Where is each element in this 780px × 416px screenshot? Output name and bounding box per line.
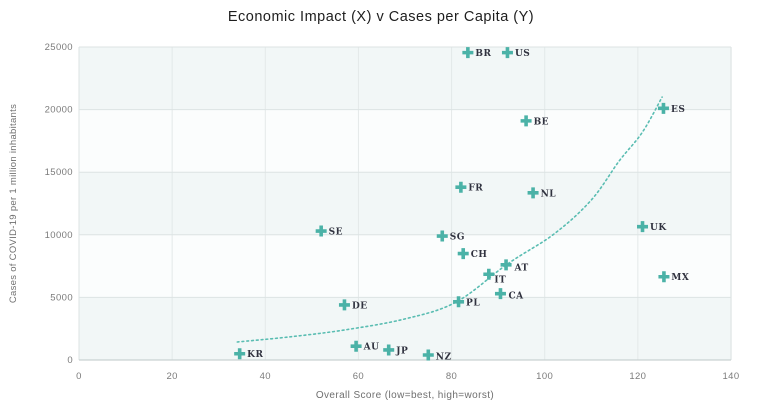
point-marker-BE[interactable] — [520, 115, 532, 127]
plot-band — [79, 47, 731, 110]
point-label-JP: JP — [395, 346, 408, 356]
point-marker-SG[interactable] — [436, 230, 448, 242]
x-tick-label: 0 — [76, 371, 82, 382]
x-axis-title: Overall Score (low=best, high=worst) — [315, 390, 495, 401]
point-label-AT: AT — [514, 263, 529, 273]
point-label-BE: BE — [534, 117, 549, 127]
y-tick-label: 10000 — [45, 230, 73, 241]
point-marker-CH[interactable] — [457, 248, 469, 260]
point-marker-NL[interactable] — [527, 187, 539, 199]
point-label-FR: FR — [468, 184, 483, 194]
plot-band — [79, 109, 731, 173]
point-marker-FR[interactable] — [455, 181, 467, 193]
plot-band — [79, 297, 731, 360]
y-tick-label: 0 — [67, 355, 73, 366]
point-label-NL: NL — [541, 189, 557, 199]
point-label-UK: UK — [650, 223, 667, 233]
point-label-CH: CH — [471, 250, 488, 260]
point-label-ES: ES — [671, 105, 685, 115]
x-tick-label: 140 — [722, 371, 739, 382]
plot-band — [79, 234, 731, 298]
chart-title: Economic Impact (X) v Cases per Capita (… — [227, 9, 535, 25]
point-label-IT: IT — [494, 276, 506, 286]
point-marker-MX[interactable] — [658, 271, 670, 283]
point-marker-AT[interactable] — [500, 259, 512, 271]
point-label-DE: DE — [352, 301, 368, 311]
point-marker-UK[interactable] — [637, 221, 649, 233]
point-label-CA: CA — [508, 292, 524, 302]
y-tick-label: 5000 — [50, 292, 73, 303]
point-marker-KR[interactable] — [234, 348, 246, 360]
x-tick-label: 20 — [166, 371, 177, 382]
y-tick-label: 15000 — [45, 167, 73, 178]
point-label-NZ: NZ — [436, 352, 452, 362]
x-tick-label: 100 — [536, 371, 553, 382]
point-marker-CA[interactable] — [494, 288, 506, 300]
point-marker-IT[interactable] — [483, 268, 495, 280]
point-marker-US[interactable] — [501, 47, 513, 59]
point-label-AU: AU — [363, 343, 380, 353]
point-label-BR: BR — [475, 49, 491, 59]
point-marker-AU[interactable] — [350, 340, 362, 352]
point-marker-JP[interactable] — [383, 344, 395, 356]
point-marker-PL[interactable] — [453, 296, 465, 308]
x-tick-label: 40 — [260, 371, 271, 382]
point-marker-DE[interactable] — [338, 299, 350, 311]
point-label-SE: SE — [329, 228, 343, 238]
x-tick-label: 120 — [629, 371, 646, 382]
point-label-KR: KR — [247, 350, 263, 360]
plot-band — [79, 172, 731, 235]
y-tick-label: 25000 — [45, 42, 73, 53]
point-marker-BR[interactable] — [462, 47, 474, 59]
point-label-US: US — [515, 49, 530, 59]
point-marker-ES[interactable] — [657, 102, 669, 114]
point-label-MX: MX — [671, 273, 689, 283]
point-marker-NZ[interactable] — [422, 349, 434, 361]
point-marker-SE[interactable] — [315, 225, 327, 237]
point-label-SG: SG — [450, 233, 465, 243]
x-tick-label: 60 — [353, 371, 364, 382]
point-label-PL: PL — [466, 298, 480, 308]
x-tick-label: 80 — [446, 371, 457, 382]
y-tick-label: 20000 — [45, 105, 73, 116]
